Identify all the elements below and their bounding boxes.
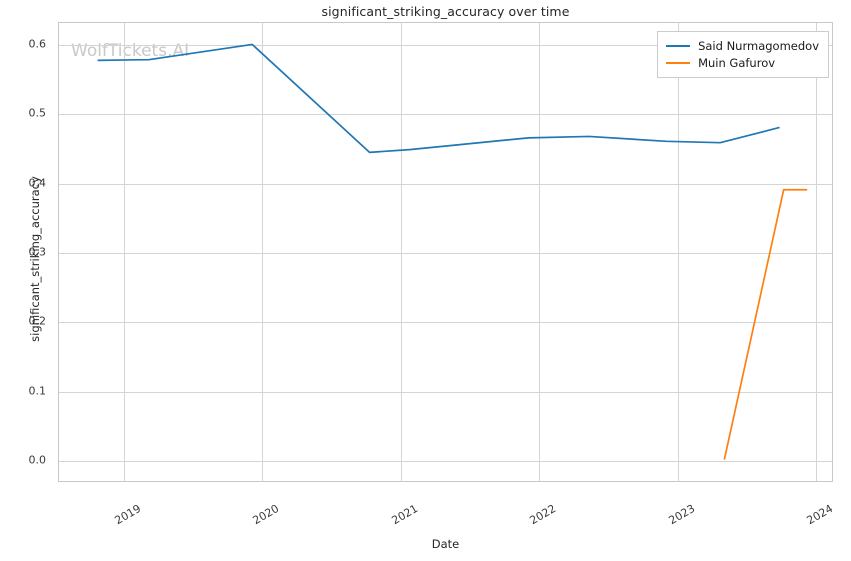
y-axis-tick-labels: 0.0 0.1 0.2 0.3 0.4 0.5 0.6 xyxy=(0,22,50,482)
chart-title: significant_striking_accuracy over time xyxy=(321,4,570,19)
chart-legend: Said Nurmagomedov Muin Gafurov xyxy=(657,31,829,78)
legend-label: Said Nurmagomedov xyxy=(698,38,819,53)
x-tick-label: 2023 xyxy=(666,502,697,528)
gridline-horizontal xyxy=(59,391,832,393)
gridline-horizontal xyxy=(59,461,832,463)
gridline-horizontal xyxy=(59,114,832,116)
y-tick-label: 0.6 xyxy=(28,37,47,51)
y-tick-label: 0.4 xyxy=(28,176,47,189)
legend-item: Muin Gafurov xyxy=(666,54,819,71)
series-line xyxy=(97,43,780,154)
x-axis-label: Date xyxy=(431,537,460,551)
y-tick-label: 0.5 xyxy=(28,106,47,120)
x-tick-label: 2021 xyxy=(389,502,421,528)
gridline-vertical xyxy=(539,23,541,481)
gridline-vertical xyxy=(124,23,126,481)
y-tick-label: 0.1 xyxy=(28,384,47,398)
gridline-horizontal xyxy=(59,253,832,254)
gridline-horizontal xyxy=(59,183,832,185)
y-tick-label: 0.2 xyxy=(28,314,47,328)
x-tick-label: 2022 xyxy=(527,502,559,528)
legend-item: Said Nurmagomedov xyxy=(666,37,819,54)
legend-swatch-icon xyxy=(666,44,691,47)
plot-area: WolfTickets.AI Said Nurmagomedov Muin Ga… xyxy=(58,22,833,482)
x-axis-tick-labels: 2019 2020 2021 2022 2023 2024 xyxy=(58,482,836,542)
y-axis-label: significant_striking_accuracy xyxy=(28,176,42,342)
legend-label: Muin Gafurov xyxy=(698,55,776,70)
gridline-vertical xyxy=(816,23,817,481)
gridline-vertical xyxy=(677,23,679,481)
gridline-horizontal xyxy=(59,322,832,324)
y-tick-label: 0.0 xyxy=(28,453,47,467)
gridline-horizontal xyxy=(59,44,832,46)
series-line xyxy=(723,188,808,460)
y-tick-label: 0.3 xyxy=(28,245,47,259)
gridline-vertical xyxy=(400,23,402,481)
series-lines xyxy=(97,43,808,460)
x-tick-label: 2024 xyxy=(804,502,836,528)
x-tick-label: 2019 xyxy=(112,502,144,528)
gridline-vertical xyxy=(262,23,264,481)
legend-swatch-icon xyxy=(666,61,691,64)
x-tick-label: 2020 xyxy=(250,502,282,528)
